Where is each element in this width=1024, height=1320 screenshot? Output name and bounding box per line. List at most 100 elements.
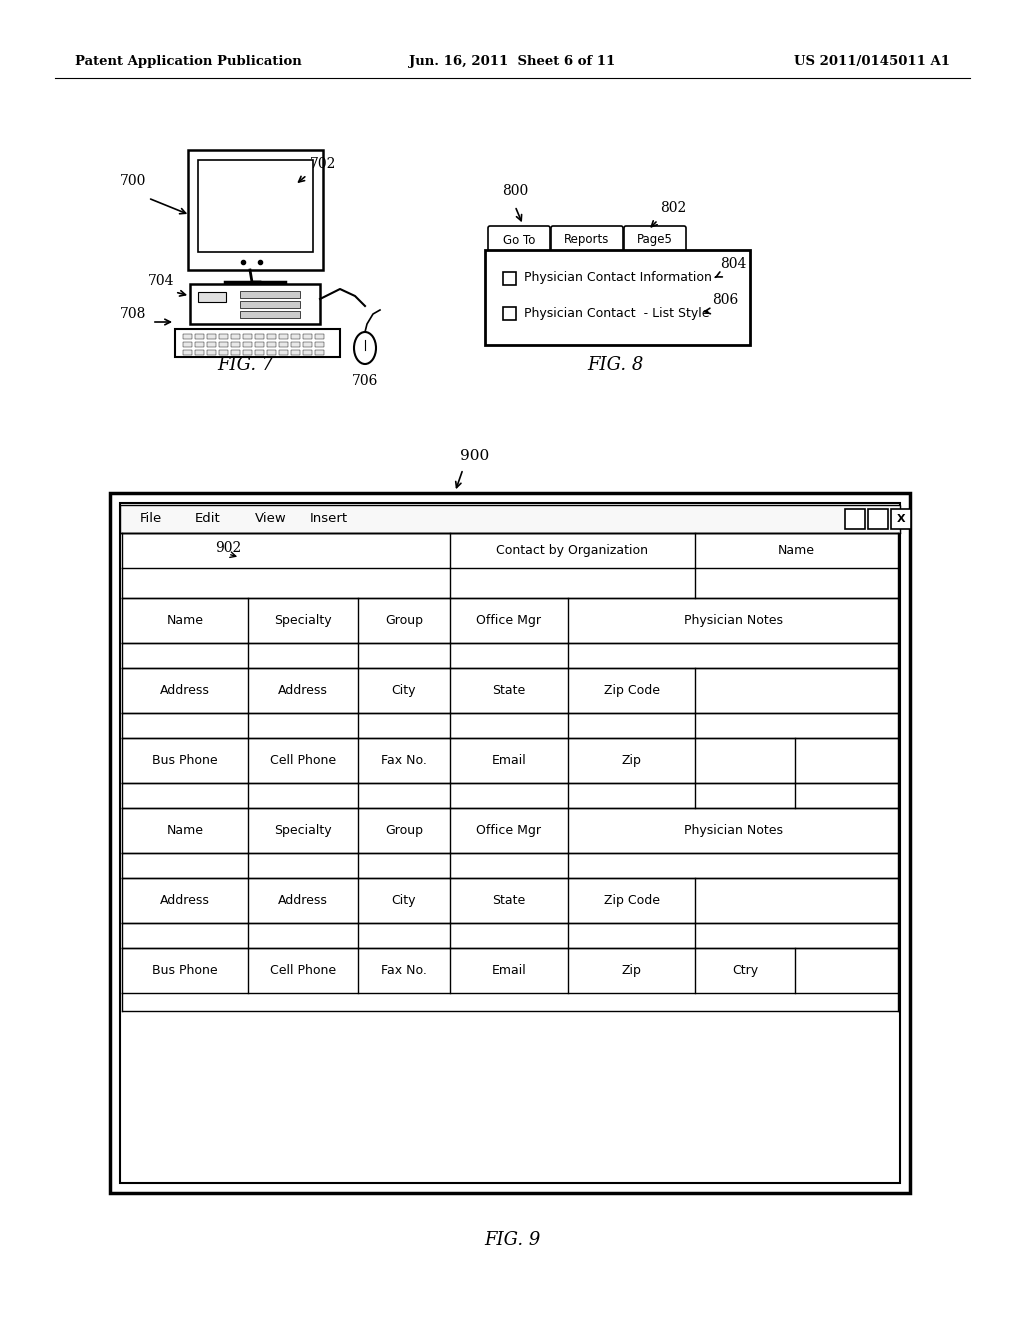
Text: Address: Address	[160, 684, 210, 697]
Text: Name: Name	[167, 614, 204, 627]
Text: Email: Email	[492, 754, 526, 767]
Text: 708: 708	[120, 308, 146, 321]
Text: Reports: Reports	[564, 234, 609, 247]
Text: Zip Code: Zip Code	[603, 684, 659, 697]
Bar	[188, 150, 323, 271]
Bar	[243, 350, 252, 355]
Bar	[243, 342, 252, 347]
Text: FIG. 8: FIG. 8	[587, 356, 643, 374]
Bar	[315, 342, 324, 347]
Bar	[255, 334, 264, 339]
Text: Insert: Insert	[310, 512, 348, 525]
Text: Specialty: Specialty	[274, 824, 332, 837]
Text: Zip: Zip	[622, 754, 641, 767]
Bar	[503, 272, 516, 285]
Bar	[198, 292, 226, 302]
Bar	[240, 301, 300, 308]
Bar	[503, 308, 516, 319]
Bar	[190, 284, 319, 323]
Text: 804: 804	[720, 257, 746, 271]
Bar	[891, 510, 911, 529]
Text: 902: 902	[215, 541, 242, 556]
Text: Edit: Edit	[195, 512, 221, 525]
Bar	[195, 350, 204, 355]
Bar	[195, 342, 204, 347]
Text: Physician Contact Information: Physician Contact Information	[524, 272, 712, 285]
Bar	[198, 160, 313, 252]
Text: Fax No.: Fax No.	[381, 964, 427, 977]
Text: View: View	[255, 512, 287, 525]
Bar	[183, 334, 193, 339]
Bar	[291, 334, 300, 339]
Text: Email: Email	[492, 964, 526, 977]
Text: Physician Contact  - List Style: Physician Contact - List Style	[524, 306, 710, 319]
Text: Office Mgr: Office Mgr	[476, 824, 542, 837]
Text: X: X	[897, 513, 905, 524]
Bar	[291, 342, 300, 347]
Bar	[207, 342, 216, 347]
Text: Cell Phone: Cell Phone	[270, 964, 336, 977]
Bar	[255, 342, 264, 347]
Text: Go To: Go To	[503, 234, 536, 247]
Text: Fax No.: Fax No.	[381, 754, 427, 767]
Bar	[195, 334, 204, 339]
Text: File: File	[140, 512, 162, 525]
Text: US 2011/0145011 A1: US 2011/0145011 A1	[794, 55, 950, 69]
Text: Ctry: Ctry	[732, 964, 758, 977]
Text: 704: 704	[148, 275, 174, 288]
Ellipse shape	[354, 333, 376, 364]
Text: State: State	[493, 894, 525, 907]
Text: Bus Phone: Bus Phone	[153, 754, 218, 767]
Text: City: City	[392, 894, 416, 907]
Text: Physician Notes: Physician Notes	[683, 614, 782, 627]
Bar	[315, 334, 324, 339]
Bar	[207, 334, 216, 339]
Text: 706: 706	[352, 374, 379, 388]
Text: Jun. 16, 2011  Sheet 6 of 11: Jun. 16, 2011 Sheet 6 of 11	[409, 55, 615, 69]
Bar	[279, 342, 288, 347]
Text: City: City	[392, 684, 416, 697]
Text: 806: 806	[712, 293, 738, 308]
Bar	[868, 510, 888, 529]
FancyBboxPatch shape	[488, 226, 550, 255]
Bar	[279, 334, 288, 339]
Bar	[279, 350, 288, 355]
Text: Group: Group	[385, 824, 423, 837]
Text: State: State	[493, 684, 525, 697]
Bar	[183, 350, 193, 355]
Bar	[183, 342, 193, 347]
Bar	[120, 506, 900, 533]
Bar	[303, 342, 312, 347]
Text: 702: 702	[310, 157, 336, 172]
Text: 802: 802	[660, 201, 686, 215]
Text: 800: 800	[502, 183, 528, 198]
Bar	[240, 290, 300, 298]
Bar	[291, 350, 300, 355]
FancyBboxPatch shape	[624, 226, 686, 255]
Text: Zip Code: Zip Code	[603, 894, 659, 907]
Text: 700: 700	[120, 174, 146, 187]
Bar	[255, 350, 264, 355]
Text: Address: Address	[279, 894, 328, 907]
Bar	[110, 492, 910, 1193]
Text: Name: Name	[778, 544, 815, 557]
Text: Group: Group	[385, 614, 423, 627]
Bar	[303, 350, 312, 355]
Bar	[303, 334, 312, 339]
Bar	[485, 249, 750, 345]
Text: 900: 900	[460, 449, 489, 463]
Text: Name: Name	[167, 824, 204, 837]
Bar	[231, 334, 240, 339]
Bar	[845, 510, 865, 529]
FancyBboxPatch shape	[551, 226, 623, 255]
Text: Page5: Page5	[637, 234, 673, 247]
Text: FIG. 9: FIG. 9	[483, 1232, 541, 1249]
Bar	[231, 350, 240, 355]
Bar	[175, 329, 340, 356]
Text: Address: Address	[279, 684, 328, 697]
Bar	[120, 503, 900, 1183]
Text: Cell Phone: Cell Phone	[270, 754, 336, 767]
Bar	[243, 334, 252, 339]
Bar	[315, 350, 324, 355]
Bar	[267, 334, 276, 339]
